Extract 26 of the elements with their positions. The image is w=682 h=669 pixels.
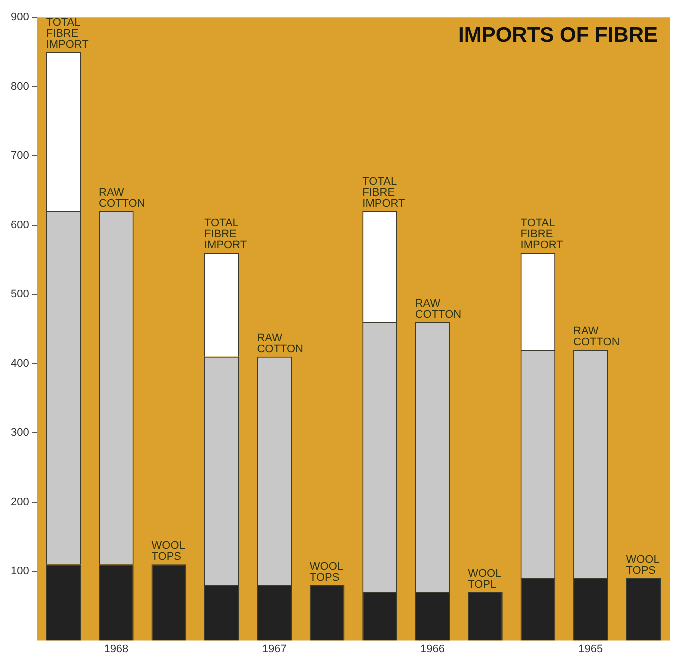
data-label: WOOL TOPS [152, 540, 186, 564]
data-label: WOOL TOPS [626, 554, 660, 578]
data-label: TOTAL FIBRE IMPORT [46, 16, 90, 51]
y-tick-label: 300 [10, 427, 30, 440]
data-label: TOTAL FIBRE IMPORT [204, 218, 248, 252]
y-tick-label: 700 [10, 150, 30, 162]
x-tick-label: 1965 [578, 643, 604, 656]
y-tick-label: 100 [10, 566, 30, 578]
y-tick-label: 500 [10, 288, 30, 301]
data-label: TOTAL FIBRE IMPORT [362, 176, 406, 210]
data-label: RAW COTTON [257, 332, 304, 356]
data-label: RAW COTTON [99, 187, 146, 210]
y-tick-label: 200 [10, 496, 30, 508]
data-label: RAW COTTON [415, 298, 462, 321]
y-tick-label: 800 [10, 80, 30, 93]
chart-title: IMPORTS OF FIBRE [458, 24, 658, 47]
data-label: WOOL TOPS [310, 560, 344, 584]
x-tick-label: 1968 [104, 643, 129, 656]
y-tick-label: 600 [10, 219, 30, 232]
x-tick-label: 1967 [262, 643, 287, 656]
y-tick-label: 900 [10, 12, 30, 24]
y-tick-label: 400 [10, 358, 30, 370]
data-label: WOOL TOPL [468, 568, 502, 591]
data-label: RAW COTTON [574, 326, 620, 349]
x-tick-label: 1966 [420, 643, 445, 656]
data-label: TOTAL FIBRE IMPORT [520, 218, 564, 252]
